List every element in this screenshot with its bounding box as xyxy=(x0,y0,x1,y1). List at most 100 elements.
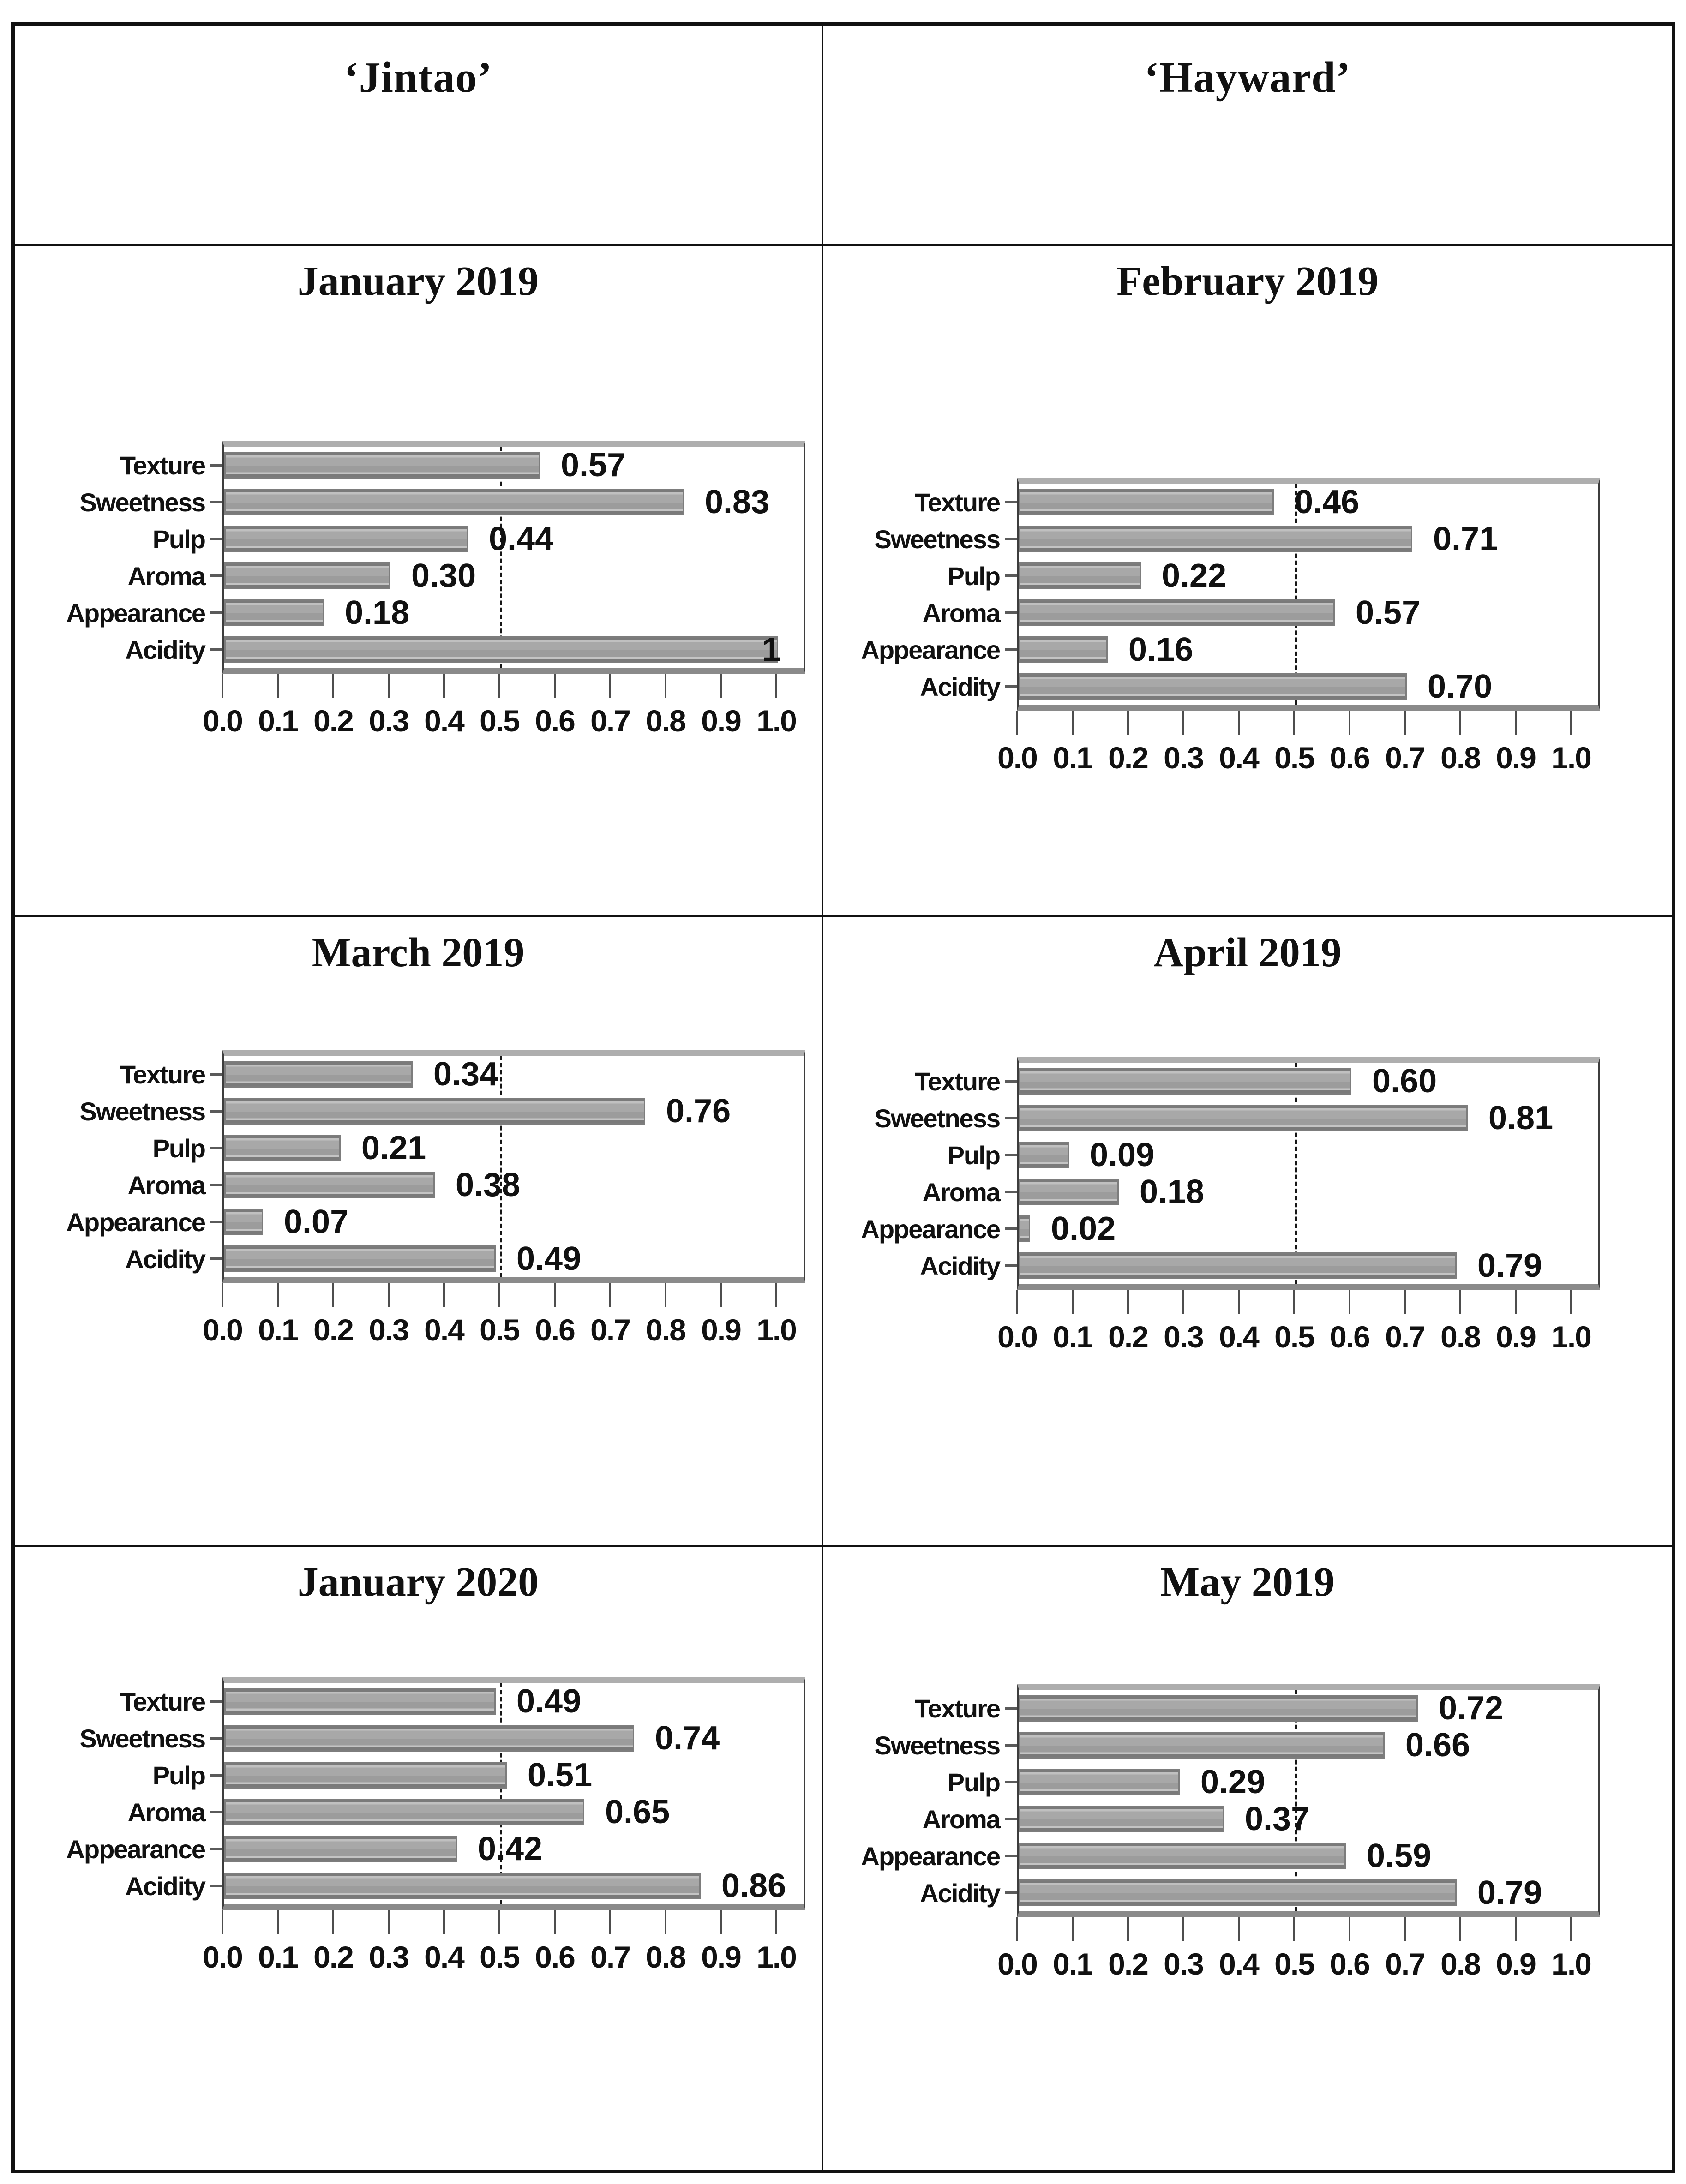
category-label-acidity: Acidity xyxy=(920,672,1001,701)
bar-row: 0.51 xyxy=(224,1757,804,1794)
x-axis-tick-label: 0.7 xyxy=(590,704,631,738)
bar-pulp xyxy=(224,1135,341,1161)
bar-aroma xyxy=(1019,599,1335,626)
bar-row: 0.74 xyxy=(224,1720,804,1757)
value-label: 0.72 xyxy=(1439,1690,1504,1727)
value-label: 0.49 xyxy=(516,1683,582,1720)
bar-acidity xyxy=(1019,1252,1457,1279)
category-label-row: Pulp xyxy=(823,1764,1017,1801)
x-axis-tick xyxy=(609,1283,611,1307)
x-axis-tick-label: 0.3 xyxy=(1164,1947,1204,1981)
x-axis-tick xyxy=(554,674,556,698)
category-tick-icon xyxy=(1005,501,1017,503)
category-label-row: Aroma xyxy=(29,1794,222,1831)
x-axis-tick xyxy=(665,674,666,698)
plot-area: 0.49 0.74 0.51 0.65 0.42 0.86 xyxy=(222,1677,805,1910)
category-label-row: Aroma xyxy=(823,1173,1017,1210)
value-label: 0.57 xyxy=(1356,594,1421,631)
bar-sweetness xyxy=(1019,1732,1385,1759)
category-tick-icon xyxy=(1005,1264,1017,1267)
bar-row: 0.46 xyxy=(1019,484,1598,521)
category-tick-icon xyxy=(1005,538,1017,540)
x-axis-tick-label: 0.1 xyxy=(258,1313,299,1347)
chart-title-january-2019: January 2019 xyxy=(297,258,539,304)
category-label-pulp: Pulp xyxy=(947,1767,1001,1797)
x-axis-tick-label: 0.9 xyxy=(701,704,742,738)
x-axis-tick xyxy=(1127,1917,1129,1941)
x-axis-tick xyxy=(665,1910,666,1934)
value-label: 0.18 xyxy=(1140,1173,1205,1210)
bar-sweetness xyxy=(224,489,684,515)
value-label: 0.66 xyxy=(1405,1727,1470,1764)
bar-pulp xyxy=(224,526,468,552)
category-tick-icon xyxy=(1005,574,1017,577)
value-label: 0.37 xyxy=(1245,1801,1310,1837)
reference-line xyxy=(1295,1063,1297,1284)
bar-acidity xyxy=(1019,673,1407,700)
x-axis-tick xyxy=(1016,1917,1018,1941)
category-label-aroma: Aroma xyxy=(922,1177,1001,1207)
x-axis-tick-label: 0.5 xyxy=(480,1940,520,1974)
x-axis-tick-label: 1.0 xyxy=(756,1313,797,1347)
category-tick-icon xyxy=(210,1774,222,1777)
bar-chart-may-2019: Texture Sweetness Pulp Aroma Appearance Acidi… xyxy=(823,1684,1672,2014)
x-axis-tick xyxy=(498,1283,500,1307)
x-axis-tick-label: 0.0 xyxy=(203,1313,243,1347)
value-label: 0.02 xyxy=(1051,1210,1116,1247)
category-label-sweetness: Sweetness xyxy=(874,524,1001,554)
x-axis-tick xyxy=(1016,1290,1018,1314)
x-axis-tick xyxy=(1570,1917,1572,1941)
category-tick-icon xyxy=(210,1885,222,1887)
x-axis-tick xyxy=(1127,711,1129,735)
reference-line xyxy=(500,1683,502,1904)
column-header-jintao: ‘Jintao’ xyxy=(15,26,822,244)
bar-row: 0.18 xyxy=(224,594,804,631)
category-label-sweetness: Sweetness xyxy=(874,1103,1001,1133)
x-axis-tick xyxy=(277,1910,279,1934)
category-tick-icon xyxy=(1005,1855,1017,1857)
category-label-row: Aroma xyxy=(29,1167,222,1203)
category-tick-icon xyxy=(210,1811,222,1813)
bar-acidity xyxy=(224,1245,496,1272)
category-axis: Texture Sweetness Pulp Aroma Appearance Acidi… xyxy=(823,1063,1017,1284)
bar-row: 0.70 xyxy=(1019,668,1598,705)
x-axis-tick xyxy=(1182,711,1184,735)
bar-row: 0.18 xyxy=(1019,1173,1598,1210)
value-label: 1 xyxy=(762,631,781,668)
cell-january-2020: January 2020 Texture Sweetness Pulp Aroma Ap… xyxy=(15,1547,822,2170)
category-label-row: Acidity xyxy=(29,1240,222,1277)
value-label: 0.71 xyxy=(1433,521,1498,557)
cell-january-2019: January 2019 Texture Sweetness Pulp Aroma Ap… xyxy=(15,246,822,915)
category-label-aroma: Aroma xyxy=(127,1797,206,1827)
bar-row: 0.66 xyxy=(1019,1727,1598,1764)
category-tick-icon xyxy=(210,1147,222,1149)
x-axis: 0.0 0.1 0.2 0.3 0.4 0.5 0.6 0.7 0.8 0.9 1.0 xyxy=(203,674,802,771)
category-label-row: Texture xyxy=(29,447,222,484)
x-axis-tick-label: 0.8 xyxy=(1440,1947,1481,1981)
category-tick-icon xyxy=(1005,1080,1017,1083)
category-tick-icon xyxy=(210,1848,222,1850)
category-axis: Texture Sweetness Pulp Aroma Appearance Acidi… xyxy=(29,1056,222,1277)
x-axis-tick-label: 0.0 xyxy=(203,1940,243,1974)
bar-row: 0.79 xyxy=(1019,1874,1598,1911)
chart-title-may-2019: May 2019 xyxy=(1160,1559,1335,1605)
bar-pulp xyxy=(1019,1142,1069,1168)
x-axis-tick xyxy=(332,1910,334,1934)
x-axis-tick xyxy=(1515,711,1517,735)
bar-row: 0.42 xyxy=(224,1831,804,1867)
x-axis-tick-label: 0.5 xyxy=(1274,1947,1315,1981)
bar-pulp xyxy=(1019,562,1141,589)
category-label-row: Acidity xyxy=(823,1874,1017,1911)
x-axis-tick-label: 0.2 xyxy=(313,1940,354,1974)
plot-area: 0.72 0.66 0.29 0.37 0.59 0.79 xyxy=(1017,1684,1600,1917)
bar-row: 0.16 xyxy=(1019,631,1598,668)
x-axis-tick xyxy=(775,1910,777,1934)
category-label-texture: Texture xyxy=(120,450,206,480)
bar-texture xyxy=(1019,1695,1418,1722)
category-tick-icon xyxy=(1005,1707,1017,1710)
category-label-sweetness: Sweetness xyxy=(79,1096,206,1126)
category-label-row: Appearance xyxy=(823,1210,1017,1247)
bar-aroma xyxy=(224,1799,584,1825)
bar-row: 0.34 xyxy=(224,1056,804,1093)
x-axis-tick xyxy=(720,1910,722,1934)
